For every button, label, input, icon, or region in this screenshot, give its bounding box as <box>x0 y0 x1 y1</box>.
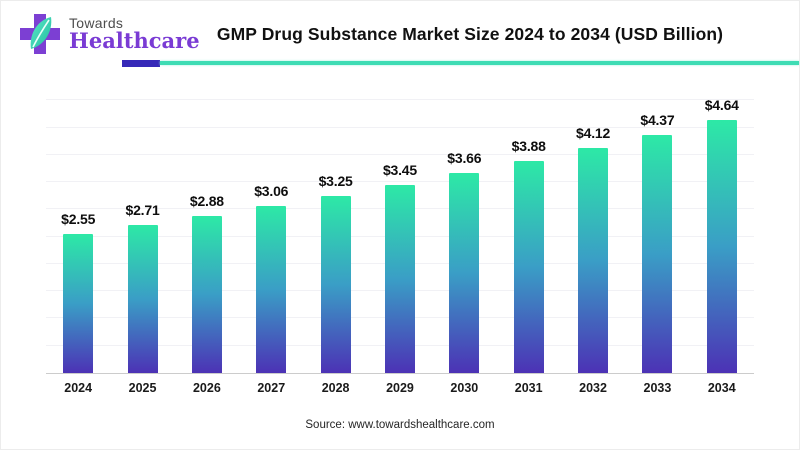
source-attribution: Source: www.towardshealthcare.com <box>305 419 495 431</box>
bar-value-label: $3.06 <box>254 183 289 200</box>
bars-row: $2.55 $2.71 $2.88 $3.06 $3.25 $3.45 $3.66 $3.88… <box>46 96 754 373</box>
gridline <box>46 99 754 101</box>
bar-column: $2.71 <box>110 96 174 373</box>
x-tick-label-2028: 2028 <box>321 381 350 395</box>
bar-column: $3.88 <box>497 96 561 373</box>
bar-2032 <box>578 148 609 373</box>
x-tick-label-2027: 2027 <box>257 381 286 395</box>
bar-2024 <box>63 233 94 373</box>
bar-2027 <box>256 206 287 373</box>
bar-column: $4.12 <box>561 96 625 373</box>
bar-column: $2.55 <box>46 96 110 373</box>
x-tick-label-2026: 2026 <box>192 381 221 395</box>
bar-2029 <box>384 184 415 373</box>
bar-2031 <box>513 161 544 373</box>
bar-2030 <box>449 173 480 373</box>
bar-column: $4.37 <box>625 96 689 373</box>
title-underline <box>122 59 799 67</box>
gridline <box>46 181 754 183</box>
bar-value-label: $3.25 <box>318 172 353 189</box>
bar-chart-plot-area: $2.55 $2.71 $2.88 $3.06 $3.25 $3.45 $3.66 $3.88… <box>46 96 754 374</box>
x-tick-label-2025: 2025 <box>128 381 157 395</box>
gridline <box>46 153 754 155</box>
x-tick-label-2032: 2032 <box>579 381 607 395</box>
x-tick-label-2031: 2031 <box>514 381 543 395</box>
x-tick-label-2024: 2024 <box>64 381 93 395</box>
bar-2028 <box>320 195 351 373</box>
brand-name-towards: Towards <box>69 14 124 31</box>
bar-value-label: $4.64 <box>704 97 739 113</box>
bar-value-label: $2.88 <box>189 192 224 209</box>
bar-value-label: $2.55 <box>61 210 96 227</box>
bar-value-label: $4.12 <box>576 125 611 142</box>
x-tick-label-2033: 2033 <box>643 381 672 395</box>
x-axis-tick-labels: 2024 2025 2026 2027 2028 2029 2030 2031 2032 2033… <box>46 381 754 395</box>
brand-logo: Towards Healthcare <box>17 11 200 57</box>
bar-2034 <box>706 120 737 373</box>
bar-column: $3.06 <box>239 96 303 373</box>
x-tick-label-2029: 2029 <box>386 381 414 395</box>
bar-value-label: $3.66 <box>447 150 482 167</box>
bar-column: $4.64 <box>690 96 754 373</box>
healthcare-cross-leaf-icon <box>17 11 63 57</box>
bar-2025 <box>127 225 158 373</box>
underline-teal-segment <box>160 61 799 65</box>
bar-value-label: $3.88 <box>511 138 546 155</box>
bar-column: $3.25 <box>303 96 367 373</box>
x-tick-label-2034: 2034 <box>707 381 736 395</box>
bar-value-label: $2.71 <box>125 202 160 219</box>
bar-2026 <box>191 215 222 373</box>
x-axis-line <box>46 373 754 374</box>
bar-2033 <box>642 134 673 373</box>
bar-column: $3.45 <box>368 96 432 373</box>
underline-purple-segment <box>122 59 160 67</box>
bar-column: $3.66 <box>432 96 496 373</box>
brand-name-healthcare: Healthcare <box>69 28 200 54</box>
gridline <box>46 126 754 128</box>
chart-title: GMP Drug Substance Market Size 2024 to 2… <box>216 24 724 44</box>
x-tick-label-2030: 2030 <box>450 381 479 395</box>
bar-column: $2.88 <box>175 96 239 373</box>
bar-value-label: $4.37 <box>640 111 675 128</box>
bar-value-label: $3.45 <box>382 161 417 178</box>
